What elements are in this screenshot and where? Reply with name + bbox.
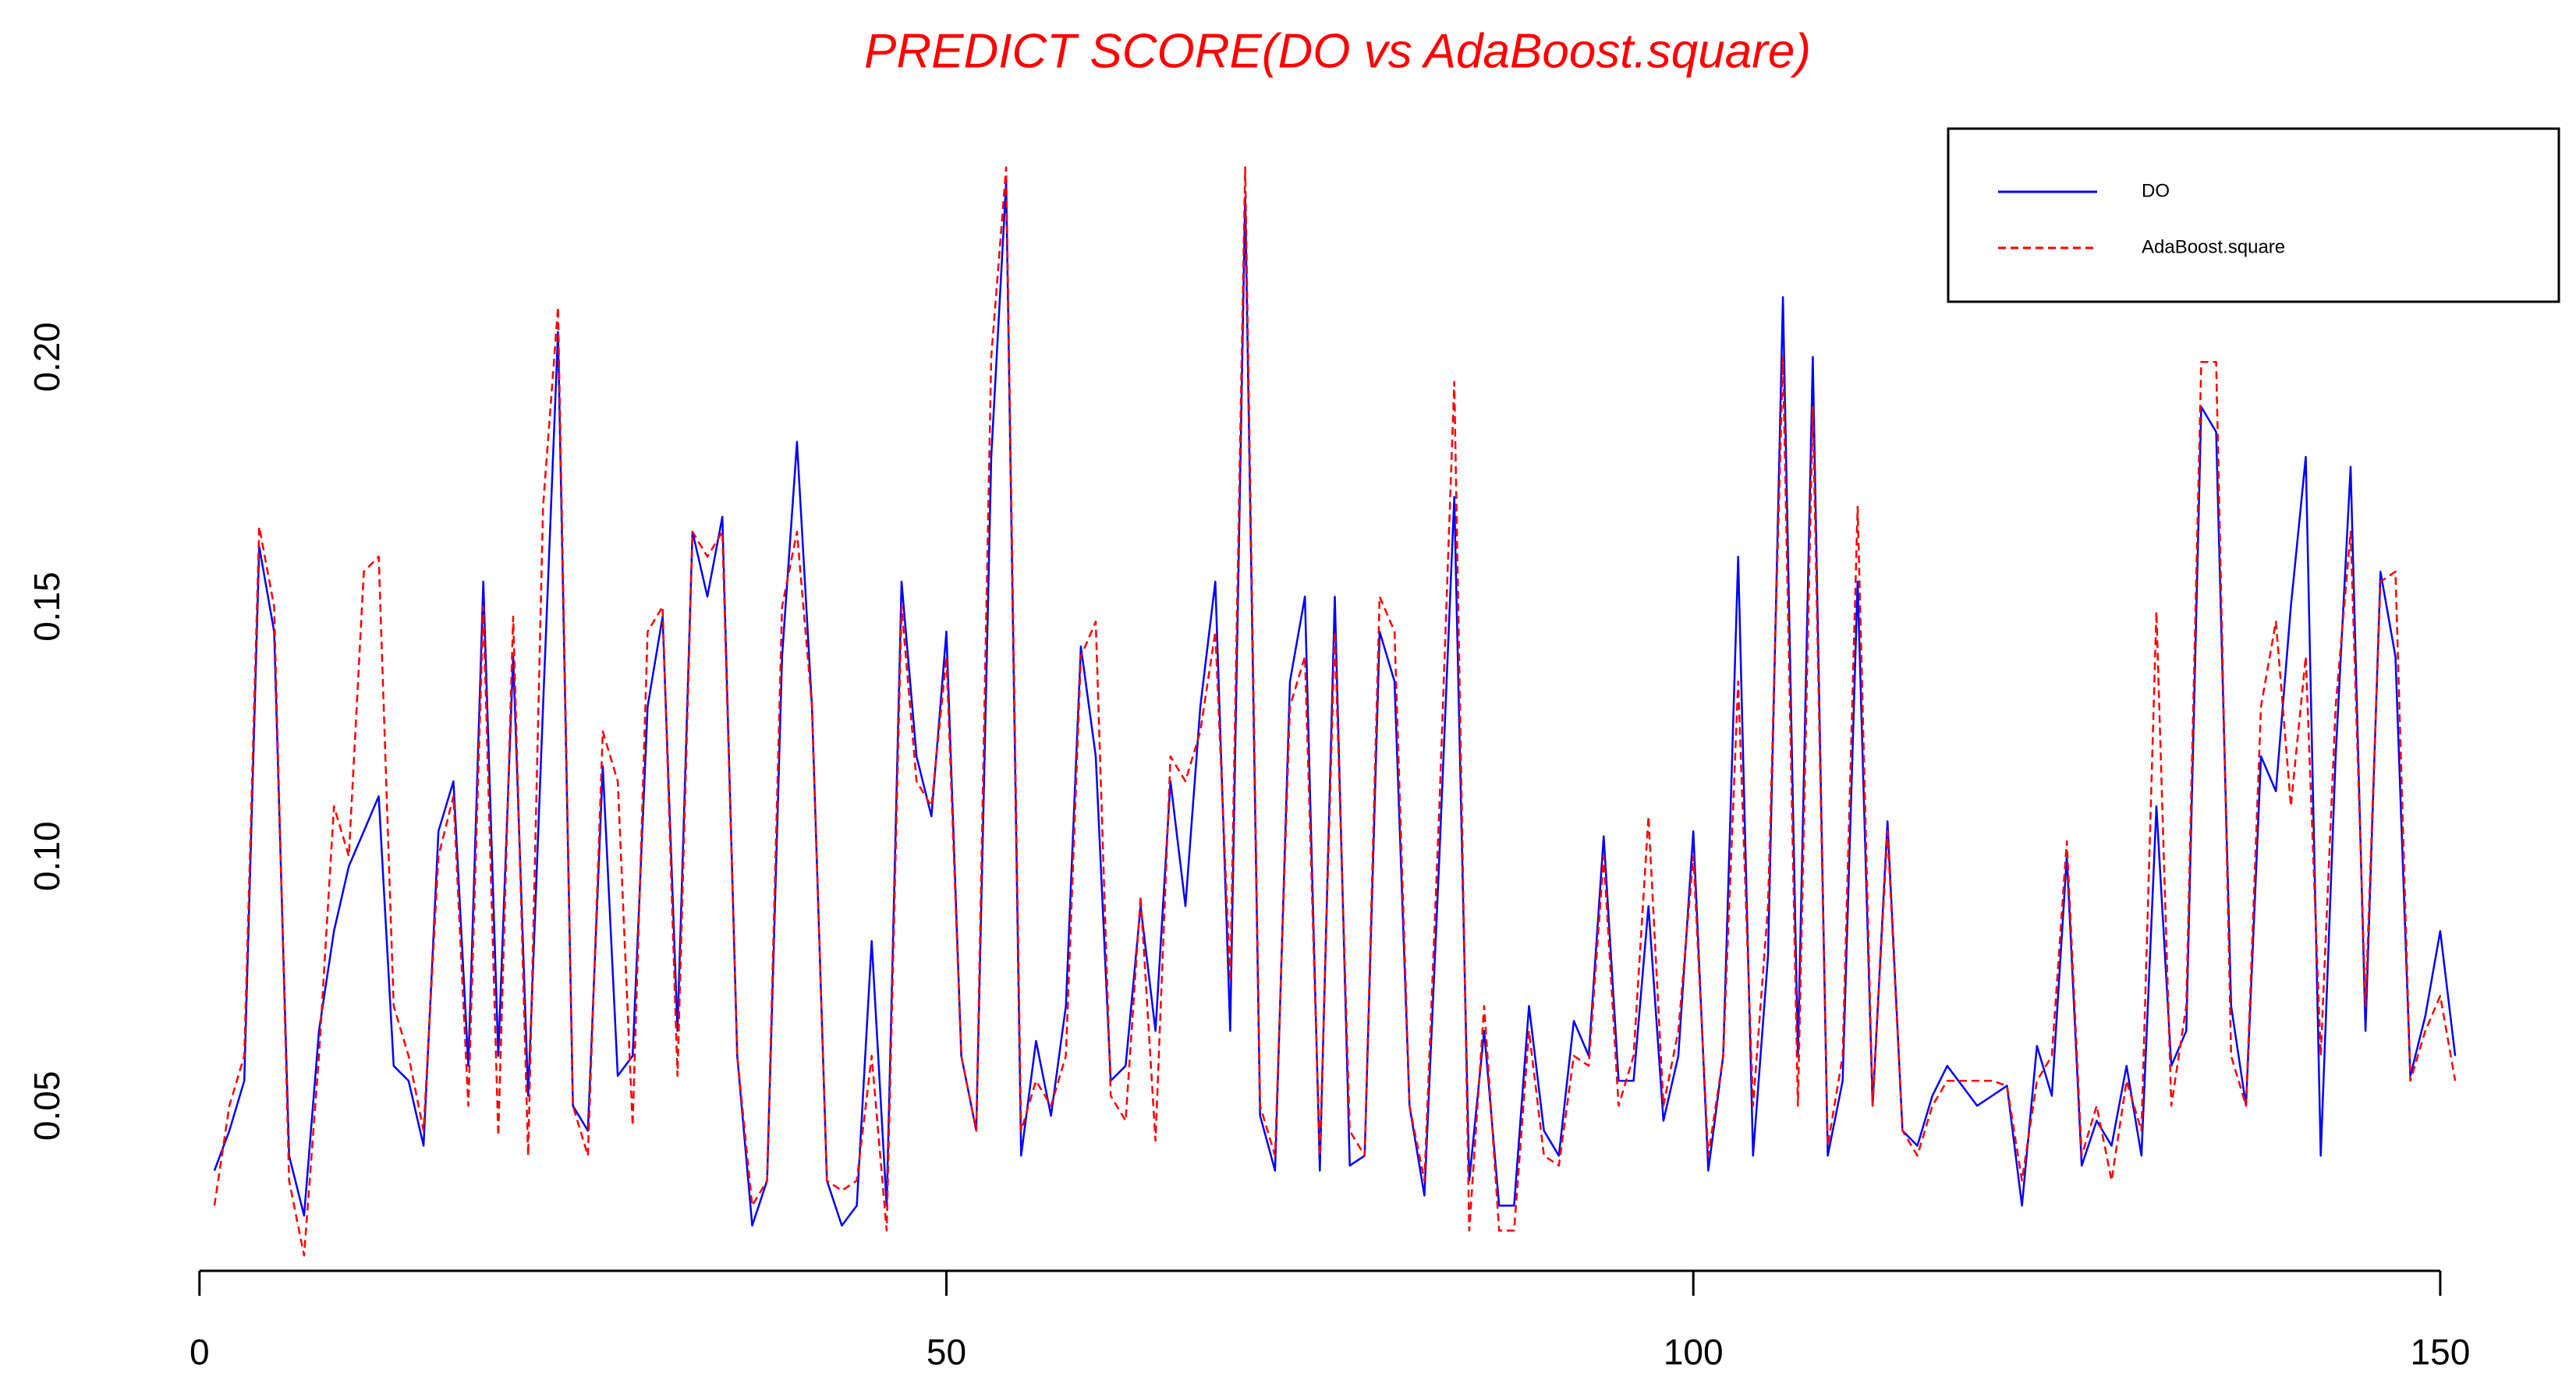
legend-box <box>1947 127 2560 303</box>
x-tick-label: 50 <box>927 1332 966 1372</box>
series-line <box>213 166 2457 1257</box>
chart-title: PREDICT SCORE(DO vs AdaBoost.square) <box>864 24 1811 78</box>
legend-label: AdaBoost.square <box>2142 236 2285 257</box>
y-tick-label: 0.15 <box>27 571 67 642</box>
legend-label: DO <box>2142 180 2170 201</box>
y-tick-label: 0.20 <box>27 322 67 392</box>
y-tick-label: 0.05 <box>27 1071 67 1141</box>
y-tick-label: 0.10 <box>27 821 67 891</box>
x-tick-label: 0 <box>190 1332 210 1372</box>
x-tick-label: 100 <box>1664 1332 1724 1372</box>
x-tick-label: 150 <box>2411 1332 2471 1372</box>
series-line <box>213 181 2457 1227</box>
